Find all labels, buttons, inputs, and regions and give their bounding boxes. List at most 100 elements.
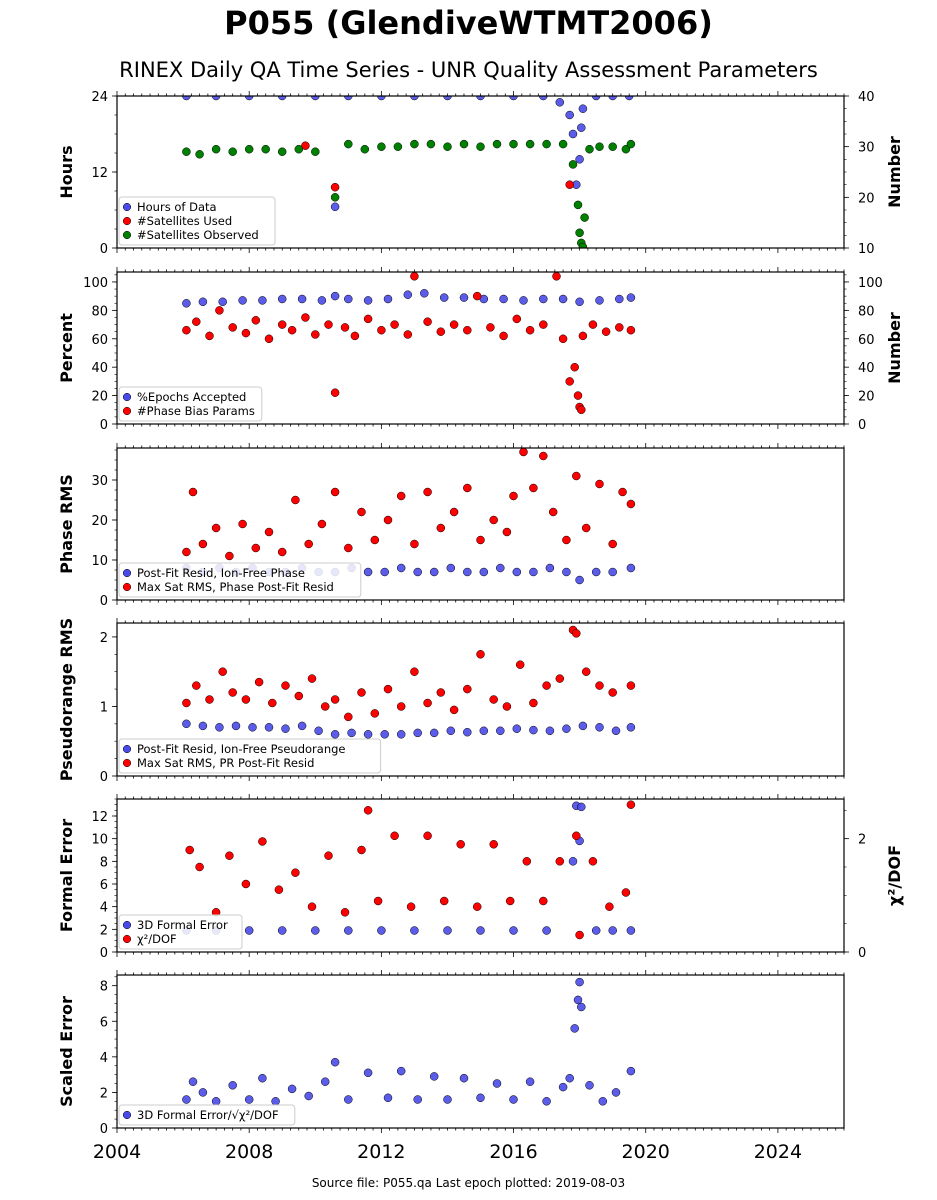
data-point-1 <box>542 926 551 935</box>
legend-marker <box>122 920 132 930</box>
data-point-2 <box>228 688 237 697</box>
data-point-2 <box>192 317 201 326</box>
data-point-3 <box>410 139 419 149</box>
y-tick-label: 2 <box>100 923 108 938</box>
data-point-1 <box>429 1072 439 1081</box>
data-point-2 <box>264 334 274 344</box>
data-point-2 <box>463 483 472 493</box>
data-point-2 <box>621 888 631 897</box>
data-point-1 <box>608 96 617 101</box>
data-point-2 <box>277 320 287 329</box>
data-point-1 <box>573 995 583 1005</box>
data-point-2 <box>357 845 366 855</box>
data-point-2 <box>383 515 393 525</box>
data-point-1 <box>182 299 191 308</box>
legend-box <box>118 738 382 774</box>
panel-4: 0 1 2 Pseudorange RMS Post-Fit Resid, Ion-Fr… <box>57 618 845 785</box>
data-point-1 <box>347 728 356 738</box>
data-point-2 <box>572 629 581 638</box>
data-point-2 <box>539 896 548 906</box>
data-point-1 <box>476 926 485 935</box>
legend-label: 3D Formal Error/√χ²/DOF <box>137 1108 279 1122</box>
data-point-2 <box>357 688 366 697</box>
data-point-2 <box>572 831 581 841</box>
y-tick-label: 0 <box>100 1122 108 1137</box>
data-point-2 <box>499 331 508 341</box>
data-point-2 <box>370 709 380 718</box>
data-point-2 <box>601 327 611 336</box>
x-tick-label: 2004 <box>93 1141 141 1163</box>
y-tick-label: 0 <box>100 770 108 785</box>
data-point-2 <box>436 523 446 533</box>
data-point-1 <box>188 1077 198 1086</box>
data-point-2 <box>287 325 297 335</box>
data-point-1 <box>182 96 191 101</box>
data-point-1 <box>443 1095 452 1104</box>
data-point-2 <box>562 535 571 545</box>
data-point-1 <box>258 296 267 305</box>
data-point-1 <box>575 977 584 987</box>
data-point-1 <box>344 926 353 935</box>
data-point-1 <box>383 1093 393 1103</box>
data-point-1 <box>626 563 636 573</box>
data-point-2 <box>436 327 446 336</box>
data-point-3 <box>573 200 583 210</box>
y-tick-label: 30 <box>91 474 108 489</box>
data-point-2 <box>377 325 386 335</box>
data-point-1 <box>287 1084 297 1094</box>
data-point-2 <box>324 320 333 329</box>
data-point-2 <box>573 391 583 400</box>
data-point-2 <box>241 879 251 889</box>
data-point-2 <box>301 141 310 150</box>
data-point-1 <box>626 1066 636 1076</box>
panel-2-data <box>182 272 636 415</box>
y-tick-label: 100 <box>83 276 108 291</box>
data-point-1 <box>512 724 522 733</box>
data-point-2 <box>575 930 584 940</box>
data-point-2 <box>330 487 340 497</box>
legend-label: %Epochs Accepted <box>137 390 246 404</box>
data-point-1 <box>244 926 254 935</box>
data-point-2 <box>522 857 532 866</box>
data-point-2 <box>449 507 459 517</box>
legend-marker <box>122 216 132 226</box>
legend-marker <box>122 230 132 240</box>
legend-marker <box>122 406 132 416</box>
y2-tick-label: 60 <box>858 333 875 348</box>
data-point-1 <box>413 728 422 738</box>
legend-label: χ²/DOF <box>137 932 177 946</box>
data-point-1 <box>459 293 469 302</box>
data-point-1 <box>380 730 389 739</box>
y2-tick-label: 10 <box>858 242 875 257</box>
data-point-2 <box>291 495 300 505</box>
y2-axis-label: Number <box>885 312 904 384</box>
data-point-1 <box>562 567 571 577</box>
data-point-1 <box>578 721 588 731</box>
data-point-2 <box>294 691 304 701</box>
data-point-2 <box>225 551 234 561</box>
data-point-1 <box>463 567 472 577</box>
data-point-2 <box>529 483 538 493</box>
data-point-3 <box>377 142 386 151</box>
data-point-2 <box>396 702 406 711</box>
y-tick-label: 2 <box>100 631 108 646</box>
data-point-1 <box>258 1073 267 1083</box>
data-point-1 <box>568 857 578 866</box>
data-point-1 <box>598 1097 608 1106</box>
data-point-2 <box>558 334 568 344</box>
data-point-3 <box>509 139 518 149</box>
data-point-2 <box>188 487 198 497</box>
data-point-1 <box>499 294 508 304</box>
legend-label: Max Sat RMS, Phase Post-Fit Resid <box>137 580 334 594</box>
data-point-1 <box>525 1077 535 1086</box>
data-point-1 <box>363 296 373 305</box>
data-point-2 <box>423 831 432 841</box>
x-tick-label: 2012 <box>357 1141 405 1163</box>
data-point-2 <box>383 684 393 694</box>
panel-6: 0 2 4 6 8 Scaled Error 2004 2008 2012 2016 2020 202… <box>57 970 845 1163</box>
y-tick-label: 80 <box>91 304 108 319</box>
y-tick-label: 4 <box>100 901 108 916</box>
data-point-3 <box>277 147 287 156</box>
data-point-1 <box>380 567 389 577</box>
data-point-1 <box>182 719 191 729</box>
